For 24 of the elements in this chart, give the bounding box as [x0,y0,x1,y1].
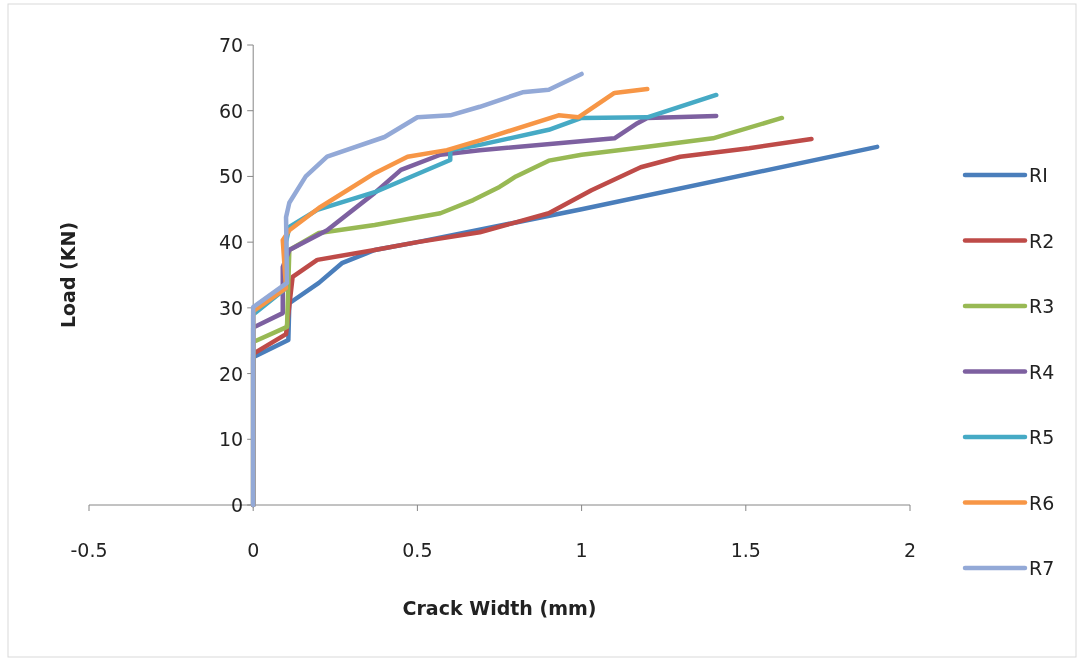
x-tick-label: 1.5 [730,539,761,561]
y-axis-title: Load (KN) [57,221,79,329]
legend-label: R3 [1029,295,1055,317]
x-tick-label: 2 [903,539,917,561]
x-tick-label: 1 [575,539,588,561]
x-tick-label: 0.5 [402,539,433,561]
y-tick-label: 0 [231,494,244,516]
legend-label: R5 [1029,426,1055,448]
legend-label: R2 [1029,229,1055,252]
y-tick-label: 70 [219,34,244,56]
y-tick-label: 40 [219,231,244,254]
y-tick-label: 20 [219,362,244,385]
legend-label: R6 [1029,491,1055,514]
legend-label: R4 [1029,360,1055,383]
legend-label: RI [1029,164,1048,186]
x-tick-label: 0 [247,539,260,561]
legend-label: R7 [1029,557,1055,579]
line-series [250,71,584,508]
y-tick-label: 10 [219,428,244,451]
x-axis-title: Crack Width (mm) [402,597,597,619]
y-tick-label: 30 [219,296,244,319]
y-tick-label: 60 [219,99,244,122]
x-tick-label: -0.5 [70,539,108,561]
y-tick-label: 50 [219,165,244,188]
